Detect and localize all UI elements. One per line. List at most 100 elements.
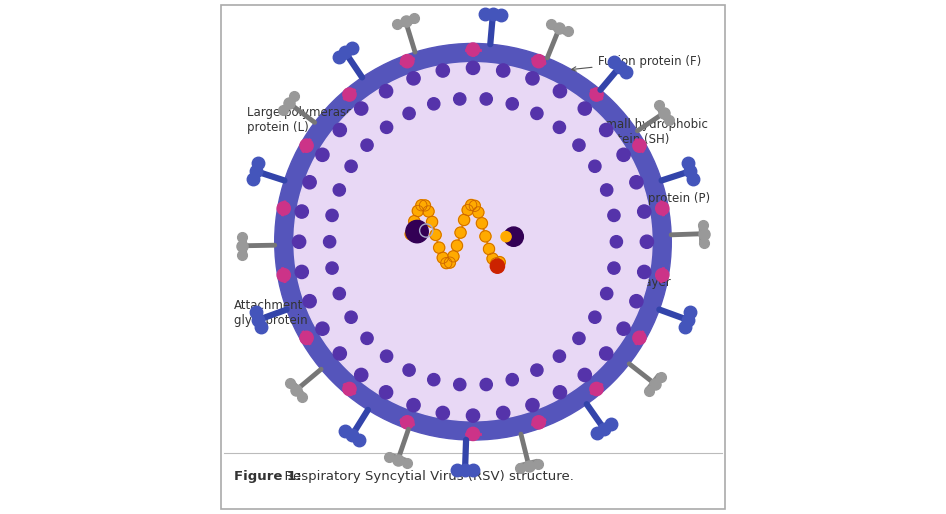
Circle shape [608, 262, 620, 274]
Circle shape [497, 64, 510, 77]
Circle shape [406, 221, 429, 243]
Circle shape [601, 287, 613, 300]
Circle shape [300, 139, 313, 152]
Circle shape [532, 416, 545, 429]
Circle shape [342, 88, 356, 101]
Circle shape [316, 148, 329, 161]
Circle shape [333, 123, 346, 137]
Text: Fusion protein (F): Fusion protein (F) [571, 55, 701, 71]
Circle shape [454, 93, 465, 105]
Circle shape [326, 262, 338, 274]
Circle shape [553, 350, 566, 362]
Circle shape [405, 229, 416, 240]
Circle shape [608, 209, 620, 222]
Circle shape [465, 199, 477, 211]
Circle shape [445, 257, 455, 268]
Circle shape [441, 258, 452, 269]
Circle shape [473, 207, 484, 218]
Circle shape [300, 331, 313, 344]
Text: M2-2: M2-2 [498, 270, 527, 326]
Circle shape [355, 369, 368, 381]
Circle shape [428, 98, 440, 110]
Circle shape [532, 54, 545, 68]
Circle shape [316, 322, 329, 335]
Circle shape [416, 200, 427, 211]
Circle shape [531, 107, 543, 119]
Circle shape [403, 107, 415, 119]
Circle shape [466, 409, 480, 422]
Circle shape [588, 311, 601, 323]
Circle shape [407, 398, 420, 412]
Circle shape [277, 202, 290, 215]
Circle shape [466, 427, 480, 440]
Circle shape [324, 235, 336, 248]
Circle shape [480, 231, 491, 242]
Text: (-) ssRNA: (-) ssRNA [356, 245, 411, 286]
Circle shape [656, 202, 669, 215]
Circle shape [323, 92, 623, 392]
Circle shape [506, 98, 518, 110]
Circle shape [526, 398, 539, 412]
Circle shape [466, 61, 480, 75]
Text: Large polymerase
protein (L): Large polymerase protein (L) [247, 106, 359, 136]
Circle shape [633, 331, 646, 344]
Circle shape [588, 160, 601, 172]
Circle shape [600, 347, 613, 360]
Circle shape [504, 227, 523, 246]
Circle shape [419, 200, 430, 211]
Circle shape [295, 265, 308, 279]
Circle shape [303, 295, 316, 308]
Circle shape [630, 176, 643, 189]
Circle shape [590, 88, 604, 101]
Circle shape [578, 369, 591, 381]
Circle shape [412, 205, 424, 216]
Circle shape [501, 232, 511, 242]
Circle shape [617, 148, 630, 161]
Circle shape [294, 63, 652, 421]
Circle shape [553, 84, 567, 98]
Circle shape [326, 209, 338, 222]
Circle shape [487, 253, 499, 264]
Text: Matrix protein (M): Matrix protein (M) [354, 301, 460, 361]
Circle shape [333, 287, 345, 300]
Circle shape [436, 64, 449, 77]
Circle shape [277, 268, 290, 282]
Circle shape [469, 200, 481, 211]
Circle shape [401, 54, 414, 68]
Circle shape [361, 332, 373, 344]
Circle shape [490, 259, 504, 273]
Text: Nucleoprotein (N): Nucleoprotein (N) [380, 122, 484, 192]
Text: Attachment
glycoprotein (G): Attachment glycoprotein (G) [234, 276, 342, 327]
Circle shape [401, 416, 414, 429]
Circle shape [553, 121, 566, 134]
Circle shape [303, 176, 316, 189]
Circle shape [454, 378, 465, 391]
Circle shape [292, 235, 306, 248]
Circle shape [578, 102, 591, 115]
Circle shape [430, 229, 441, 241]
Circle shape [494, 256, 505, 268]
Circle shape [361, 139, 373, 151]
Text: Small hydrophobic
protein (SH): Small hydrophobic protein (SH) [586, 118, 708, 146]
Circle shape [295, 205, 308, 218]
Circle shape [481, 93, 492, 105]
Circle shape [459, 214, 470, 226]
Circle shape [333, 184, 345, 196]
Circle shape [656, 268, 669, 282]
Circle shape [531, 364, 543, 376]
Circle shape [342, 382, 356, 396]
Circle shape [481, 378, 492, 391]
Circle shape [497, 407, 510, 419]
Circle shape [483, 243, 495, 254]
Circle shape [601, 184, 613, 196]
Circle shape [403, 364, 415, 376]
Circle shape [345, 311, 358, 323]
Circle shape [355, 102, 368, 115]
Circle shape [455, 227, 466, 238]
Circle shape [590, 382, 604, 396]
Text: Phosphoprotein (P): Phosphoprotein (P) [586, 192, 710, 205]
Text: Figure 1:: Figure 1: [234, 470, 302, 483]
Circle shape [573, 332, 585, 344]
Circle shape [462, 205, 473, 216]
Circle shape [617, 322, 630, 335]
